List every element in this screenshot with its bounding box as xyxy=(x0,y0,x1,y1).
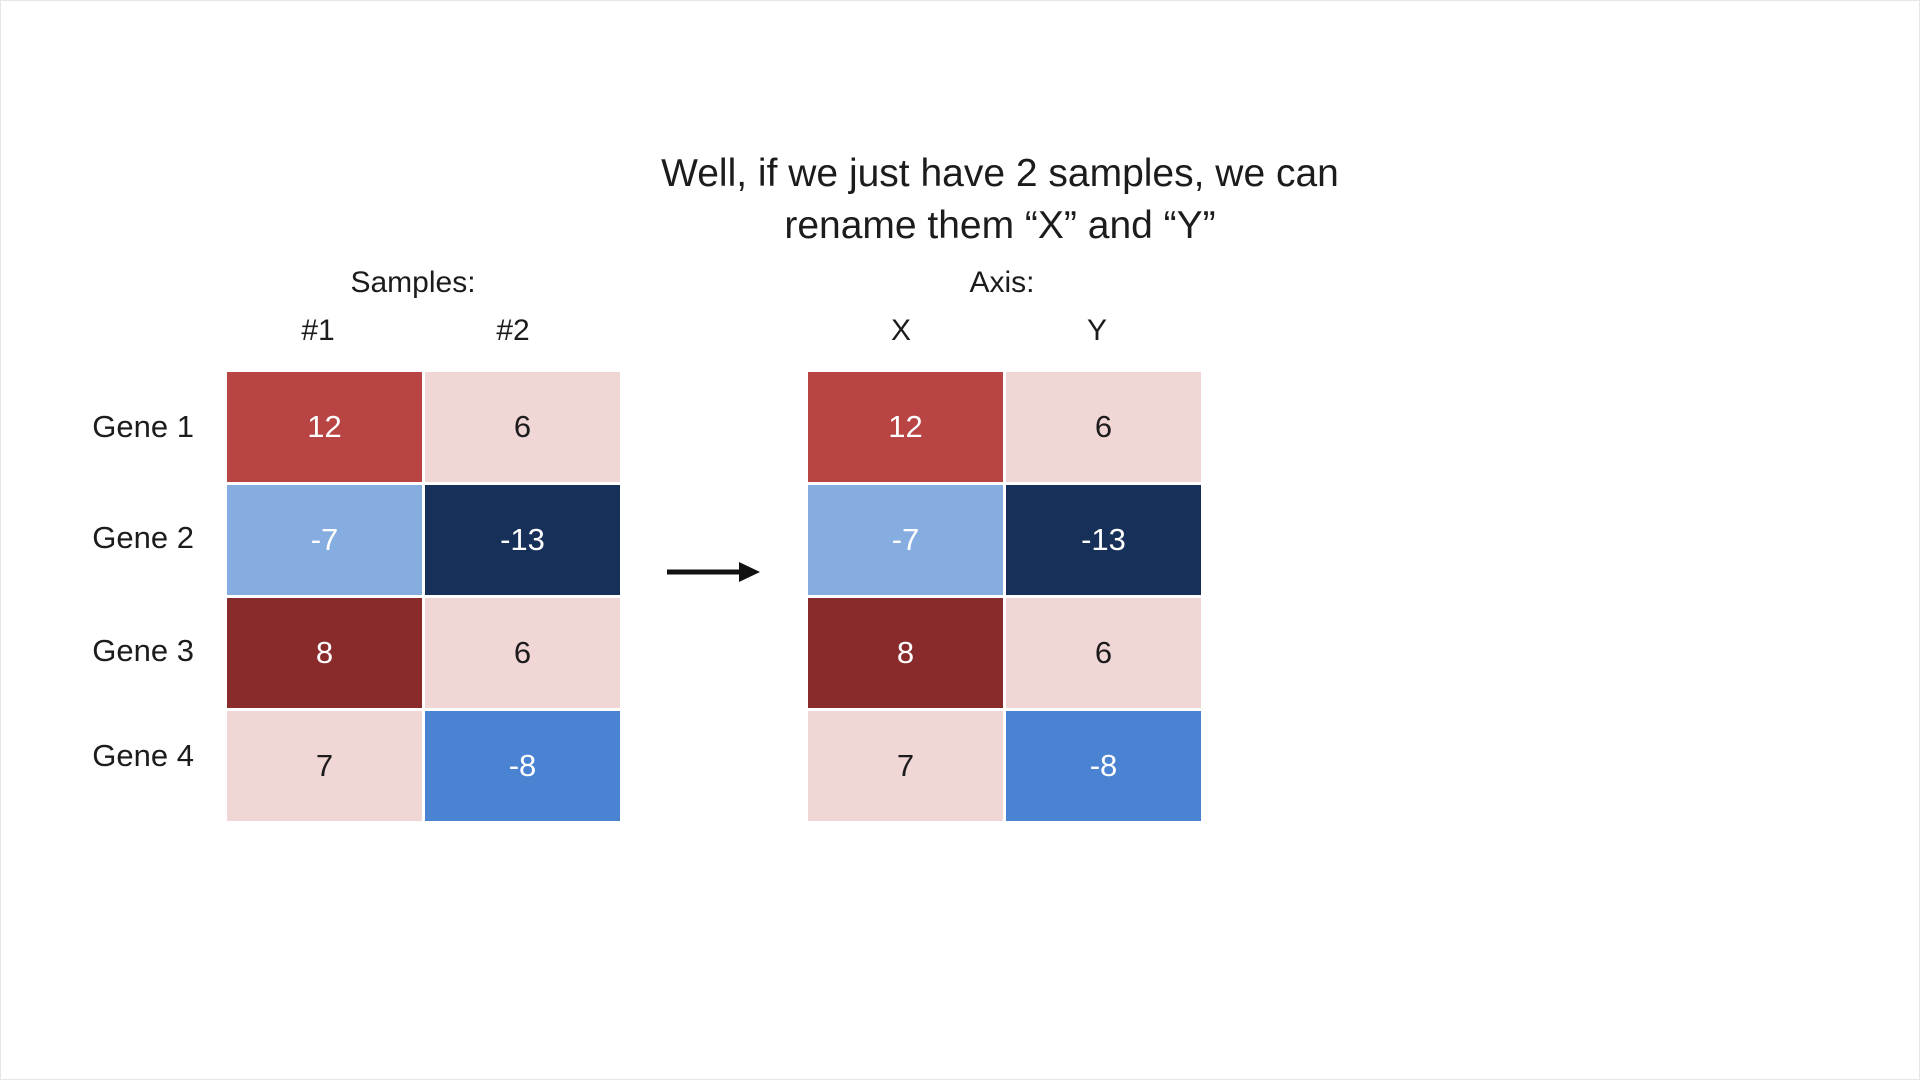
heatmap-cell: -7 xyxy=(227,485,422,595)
heatmap-cell: 6 xyxy=(425,598,620,708)
samples-group-label: Samples: xyxy=(350,266,476,299)
heatmap-cell: 6 xyxy=(1006,372,1201,482)
samples-heatmap: 12 6 -7 -13 8 6 7 -8 xyxy=(227,372,620,821)
slide-title: Well, if we just have 2 samples, we can … xyxy=(560,148,1440,252)
heatmap-cell: 7 xyxy=(227,711,422,821)
heatmap-cell: 7 xyxy=(808,711,1003,821)
row-label-gene-2: Gene 2 xyxy=(92,520,194,555)
heatmap-cell: 6 xyxy=(425,372,620,482)
title-line-1: Well, if we just have 2 samples, we can xyxy=(661,152,1339,195)
left-column-label-2: #2 xyxy=(496,314,530,347)
axis-group-label: Axis: xyxy=(969,266,1035,299)
heatmap-cell: 6 xyxy=(1006,598,1201,708)
heatmap-cell: -13 xyxy=(425,485,620,595)
axis-heatmap: 12 6 -7 -13 8 6 7 -8 xyxy=(808,372,1201,821)
heatmap-cell: -7 xyxy=(808,485,1003,595)
heatmap-cell: 12 xyxy=(808,372,1003,482)
heatmap-cell: 8 xyxy=(808,598,1003,708)
heatmap-cell: 12 xyxy=(227,372,422,482)
right-column-label-y: Y xyxy=(1086,314,1107,347)
heatmap-cell: -8 xyxy=(425,711,620,821)
right-column-label-x: X xyxy=(890,314,911,347)
row-label-gene-3: Gene 3 xyxy=(92,633,194,668)
heatmap-cell: -8 xyxy=(1006,711,1201,821)
row-label-gene-4: Gene 4 xyxy=(92,738,194,773)
title-line-2: rename them “X” and “Y” xyxy=(784,204,1216,247)
heatmap-cell: 8 xyxy=(227,598,422,708)
row-label-gene-1: Gene 1 xyxy=(92,409,194,444)
left-column-label-1: #1 xyxy=(301,314,335,347)
right-arrow-icon xyxy=(667,562,760,582)
heatmap-cell: -13 xyxy=(1006,485,1201,595)
